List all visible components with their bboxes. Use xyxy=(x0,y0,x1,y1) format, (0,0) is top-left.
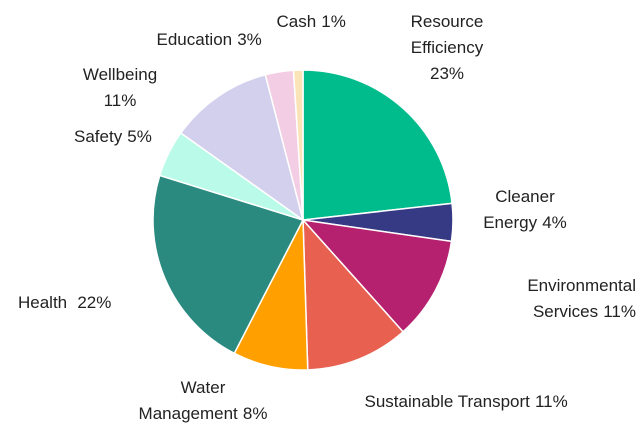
slice-label: Cleaner Energy 4% xyxy=(475,184,575,236)
category-label: Sustainable Transport xyxy=(364,392,530,411)
slice-label: Cash 1% xyxy=(277,9,346,35)
value-label: 11% xyxy=(534,392,568,411)
value-label: 1% xyxy=(321,12,346,31)
category-label: Resource Efficiency xyxy=(410,12,484,57)
pie-slice xyxy=(179,73,305,222)
category-label: Education xyxy=(156,30,233,49)
value-label: 8% xyxy=(242,404,268,423)
value-label: 22% xyxy=(77,293,112,312)
slice-label: Wellbeing 11% xyxy=(70,62,170,114)
value-label: 4% xyxy=(542,213,567,232)
value-label: 11% xyxy=(103,91,137,110)
value-label: 23% xyxy=(429,64,465,83)
category-label: Wellbeing xyxy=(82,65,158,84)
value-label: 11% xyxy=(603,302,636,321)
pie-slice xyxy=(302,217,405,371)
category-label: Health xyxy=(18,293,68,312)
pie-slice xyxy=(152,174,305,355)
slice-label: Safety 5% xyxy=(74,124,152,150)
category-label: Cleaner Energy xyxy=(483,187,555,232)
slice-label: Health 22% xyxy=(18,290,111,316)
slice-label: Sustainable Transport 11% xyxy=(365,389,568,415)
category-label: Safety xyxy=(74,127,123,146)
category-label: Cash xyxy=(276,12,317,31)
value-label: 5% xyxy=(127,127,152,146)
pie-slice xyxy=(302,69,453,221)
slice-label: Environmental Services 11% xyxy=(501,273,636,325)
pie-slice xyxy=(301,218,453,333)
slice-label: Resource Efficiency 23% xyxy=(392,9,502,87)
value-label: 3% xyxy=(237,30,262,49)
slice-label: Water Management 8% xyxy=(133,375,273,427)
slice-label: Education 3% xyxy=(157,27,262,53)
category-label: Environmental Services xyxy=(527,276,636,321)
pie-slice xyxy=(292,69,304,221)
category-label: Water Management xyxy=(138,378,238,423)
